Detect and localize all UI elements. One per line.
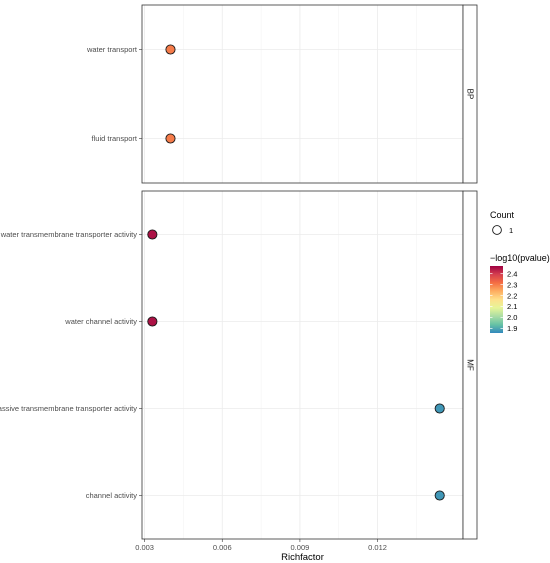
y-tick-label: channel activity (86, 491, 138, 500)
facet-strip (462, 4, 478, 184)
y-tick-label: passive transmembrane transporter activi… (0, 404, 137, 413)
colorbar-tick-label: 2.2 (507, 291, 517, 300)
data-point (165, 133, 176, 144)
y-tick-label: water channel activity (64, 317, 137, 326)
x-tick-label: 0.012 (368, 543, 387, 552)
colorbar-tick-label: 1.9 (507, 324, 517, 333)
colorbar-tick-label: 2.1 (507, 302, 517, 311)
data-point (165, 44, 176, 55)
size-legend-title: Count (490, 210, 515, 220)
x-tick-label: 0.006 (213, 543, 232, 552)
colorbar-tick-label: 2.3 (507, 280, 517, 289)
facet-strip-label: BP (466, 89, 475, 100)
y-tick-label: water transmembrane transporter activity (0, 230, 137, 239)
panel-background (142, 5, 463, 183)
color-legend-title: −log10(pvalue) (490, 253, 550, 263)
size-legend-key (492, 225, 502, 235)
facet-strip (462, 190, 478, 540)
data-point (147, 316, 158, 327)
y-tick-label: fluid transport (92, 134, 138, 143)
colorbar-tick-label: 2.4 (507, 269, 517, 278)
x-axis-title: Richfactor (281, 552, 324, 563)
colorbar (490, 266, 503, 333)
facet-panel-bp: water transport fluid transport BP (86, 4, 478, 184)
size-legend-label: 1 (509, 226, 513, 235)
y-tick-label: water transport (86, 45, 138, 54)
data-point (434, 490, 445, 501)
panel-background (142, 191, 463, 539)
data-point (434, 403, 445, 414)
colorbar-tick-label: 2.0 (507, 313, 517, 322)
facet-panel-mf: water transmembrane transporter activity… (0, 190, 478, 540)
x-tick-label: 0.003 (135, 543, 154, 552)
x-tick-label: 0.009 (291, 543, 310, 552)
facet-strip-label: MF (466, 359, 475, 371)
data-point (147, 229, 158, 240)
